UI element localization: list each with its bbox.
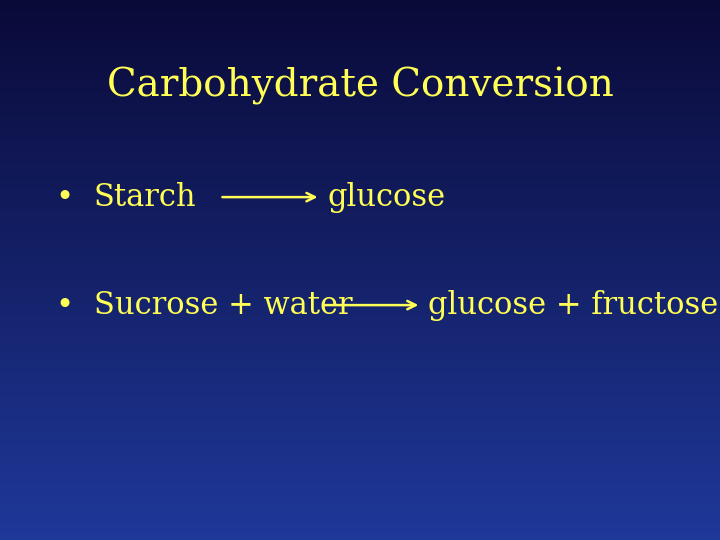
Text: glucose + fructose: glucose + fructose [428, 289, 719, 321]
Text: •: • [55, 291, 74, 320]
Text: Sucrose + water: Sucrose + water [94, 289, 352, 321]
Text: Carbohydrate Conversion: Carbohydrate Conversion [107, 68, 613, 105]
Text: Starch: Starch [94, 181, 197, 213]
Text: glucose: glucose [328, 181, 446, 213]
Text: •: • [55, 183, 74, 212]
